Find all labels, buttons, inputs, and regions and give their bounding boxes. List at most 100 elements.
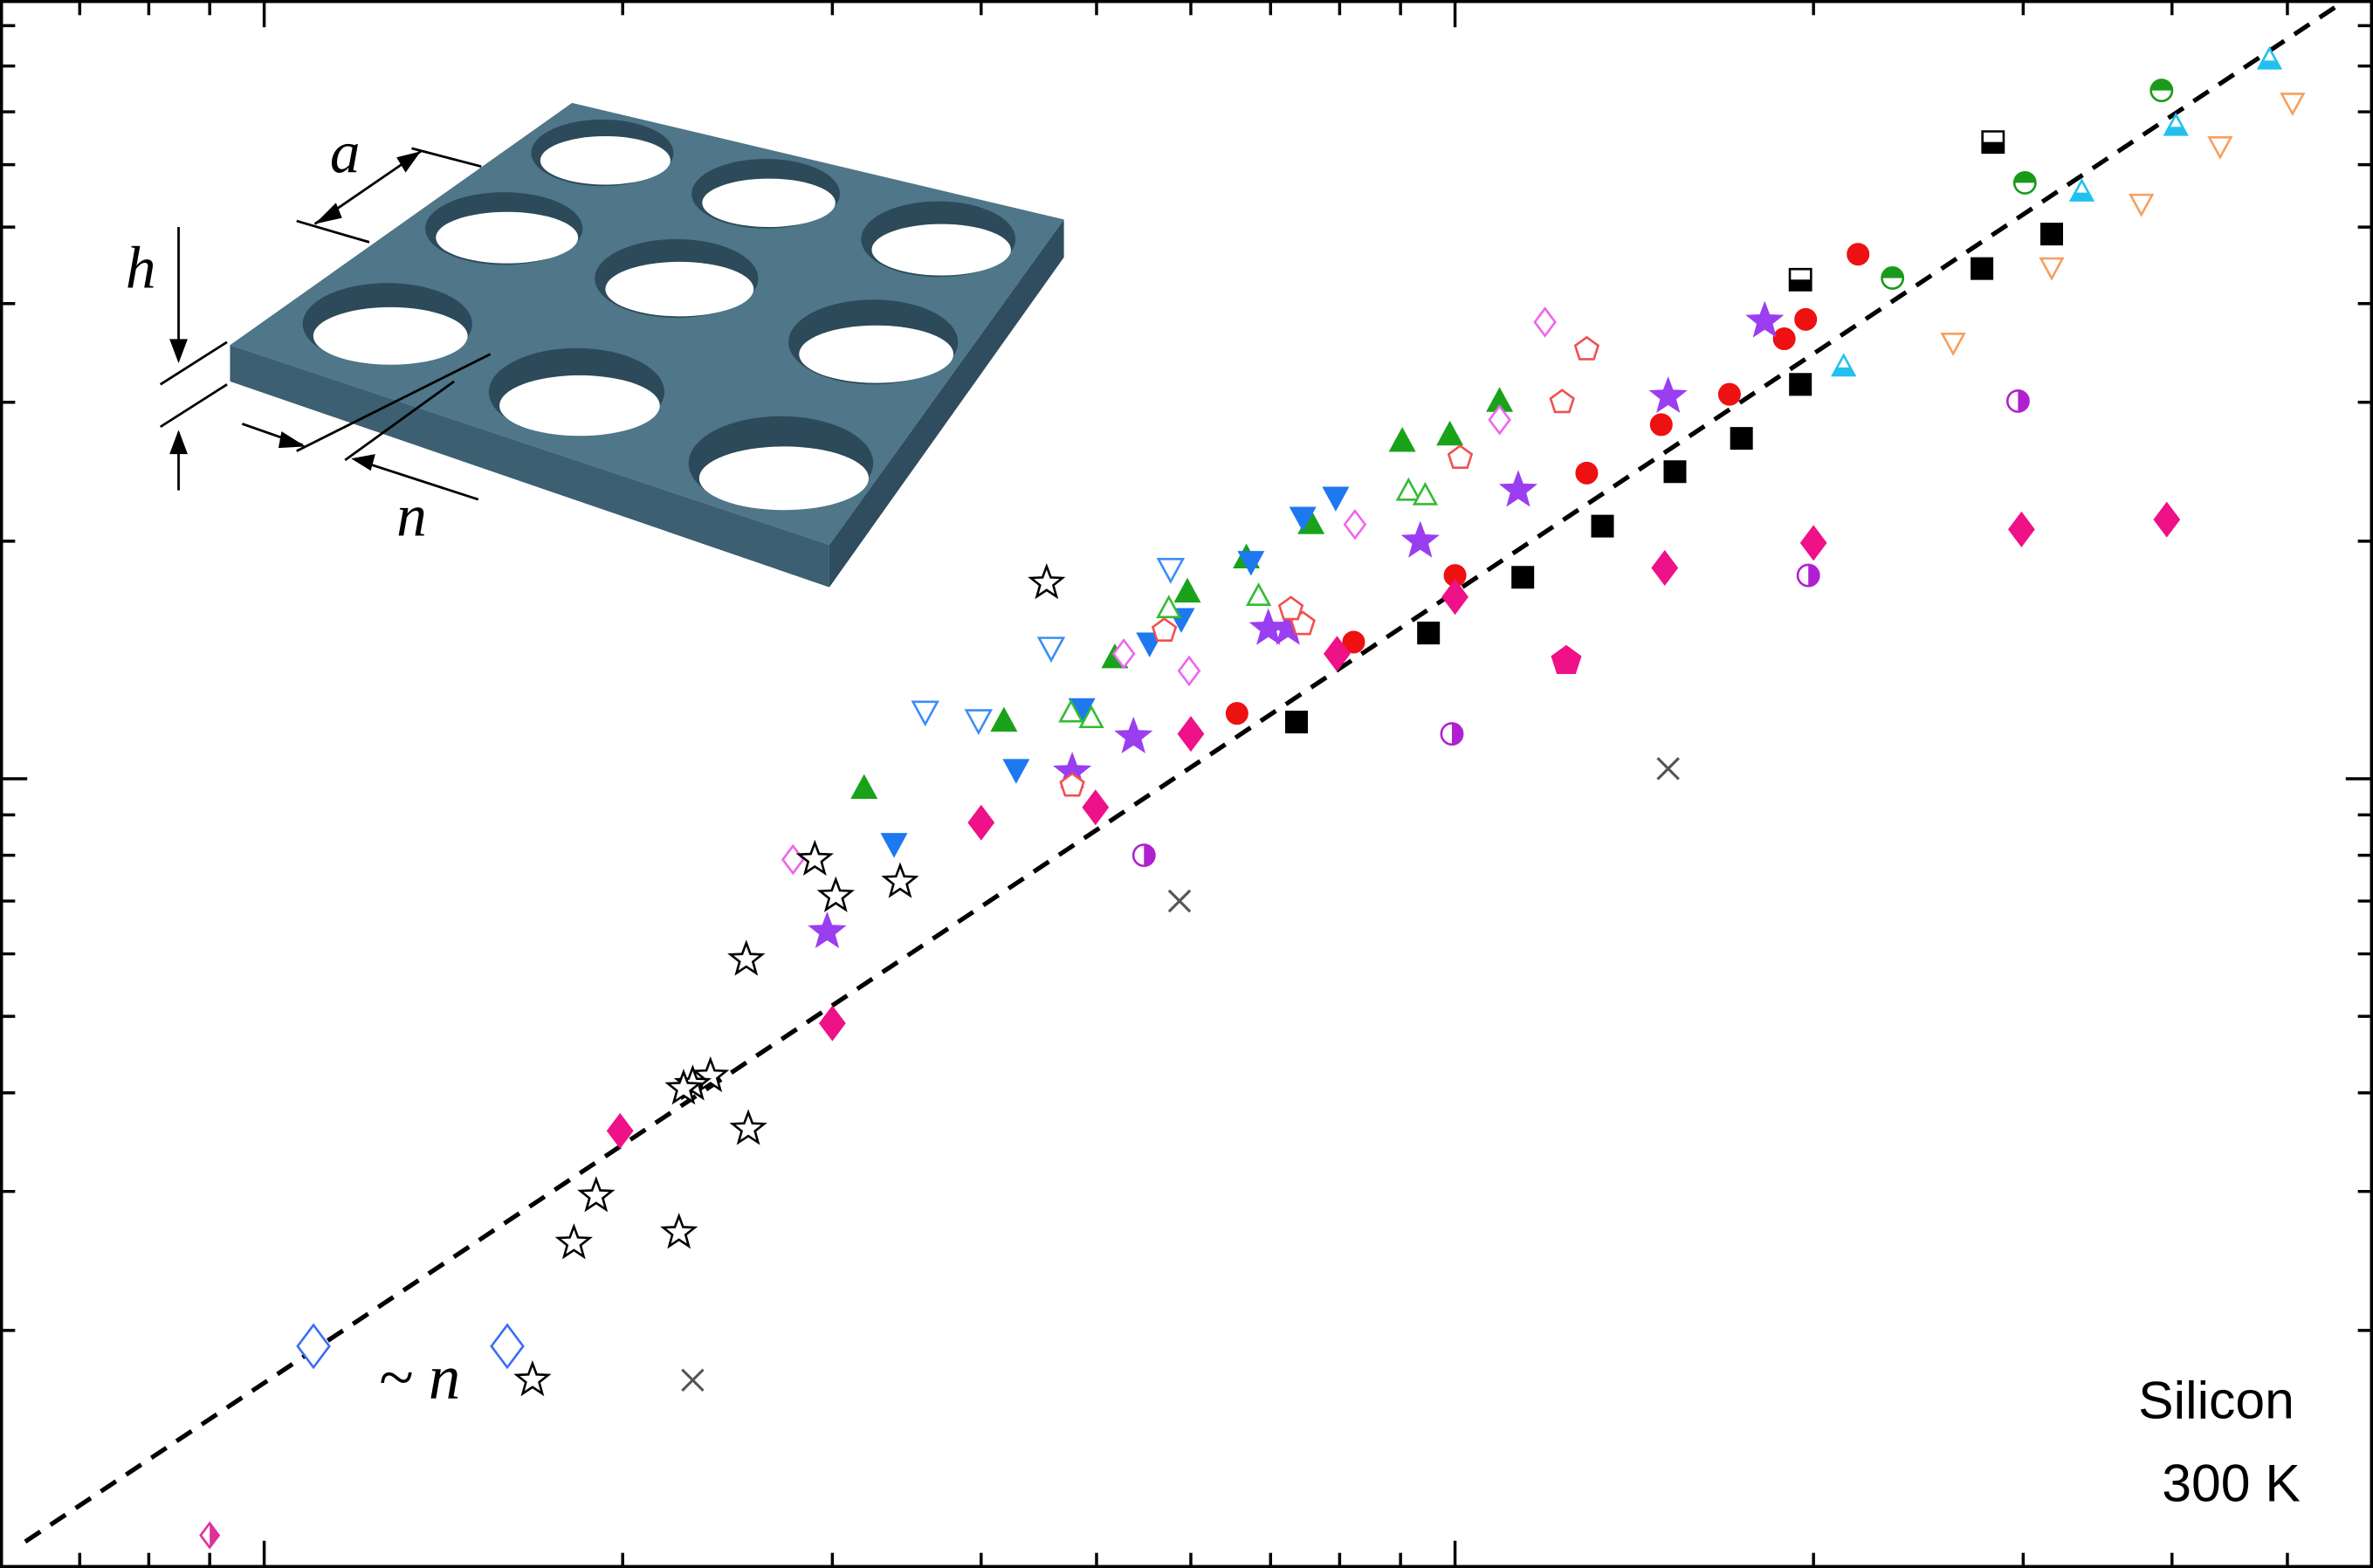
marker-outline <box>1036 636 1066 664</box>
marker <box>1730 427 1753 450</box>
data-point <box>1573 335 1600 361</box>
marker <box>1745 300 1785 338</box>
data-point <box>1971 257 1994 280</box>
inset-label: a <box>330 119 361 186</box>
data-point <box>2040 223 2064 246</box>
data-point <box>2163 112 2189 136</box>
data-point <box>1440 722 1464 746</box>
data-point <box>1277 595 1304 621</box>
data-point <box>1789 373 1812 396</box>
data-point <box>1881 266 1905 290</box>
data-point <box>727 939 766 976</box>
marker-outline <box>881 862 919 898</box>
marker <box>1177 716 1205 753</box>
dim-line <box>411 147 482 168</box>
marker-outline <box>1151 617 1178 643</box>
marker <box>1082 789 1110 826</box>
marker-outline <box>1028 563 1066 600</box>
marker <box>818 1005 846 1042</box>
marker-outline <box>660 1213 698 1249</box>
data-point <box>1248 608 1288 645</box>
data-point <box>2005 389 2030 413</box>
data-point <box>1324 636 1351 672</box>
data-point <box>1443 564 1467 588</box>
data-point <box>664 1069 703 1105</box>
plot-area <box>24 0 2348 1550</box>
marker-outline <box>1395 477 1421 501</box>
data-point <box>990 706 1018 732</box>
marker <box>1794 307 1818 331</box>
inset-label: h <box>126 233 156 300</box>
data-point <box>729 1109 767 1145</box>
marker-half <box>2258 60 2280 69</box>
marker <box>1173 577 1201 603</box>
arrowhead <box>169 339 188 364</box>
marker-outline <box>1488 404 1511 436</box>
data-point <box>1058 698 1084 723</box>
marker-outline <box>490 1323 525 1370</box>
data-point <box>1225 702 1248 726</box>
marker <box>1114 716 1153 753</box>
data-point <box>1156 595 1182 619</box>
data-point <box>2068 178 2095 202</box>
data-point <box>1717 382 1741 406</box>
data-point <box>818 1005 846 1042</box>
marker <box>990 706 1018 732</box>
marker <box>1551 644 1582 675</box>
data-point <box>1656 757 1680 781</box>
data-point <box>1533 306 1557 338</box>
data-point <box>911 700 939 727</box>
data-point <box>2007 511 2035 547</box>
marker-cross <box>1656 757 1680 781</box>
marker <box>1651 549 1679 587</box>
data-point <box>1551 644 1582 675</box>
marker-outline <box>1156 595 1182 619</box>
marker-half <box>2018 390 2029 412</box>
marker <box>850 774 878 799</box>
marker <box>2040 223 2064 246</box>
hole <box>605 261 754 317</box>
data-point <box>2207 136 2233 160</box>
dim-line <box>159 383 228 429</box>
hole <box>871 224 1011 276</box>
data-point <box>1177 716 1205 753</box>
marker <box>1649 413 1673 437</box>
marker-outline <box>577 1176 616 1213</box>
data-point <box>577 1176 616 1213</box>
marker-outline <box>729 1109 767 1145</box>
data-point <box>2153 501 2181 538</box>
data-point <box>2039 257 2065 281</box>
marker-half <box>1144 844 1155 866</box>
data-point <box>2280 93 2306 117</box>
data-point <box>1395 477 1421 501</box>
arrowheads <box>169 151 421 471</box>
data-point <box>1730 427 1753 450</box>
hole <box>436 211 579 264</box>
data-point <box>1237 551 1265 576</box>
data-point <box>1036 636 1066 664</box>
marker <box>1388 427 1416 452</box>
holes <box>302 119 1016 511</box>
marker-half <box>1881 267 1903 279</box>
annotation: ~ n <box>378 1342 460 1413</box>
marker-outline <box>1940 333 1966 356</box>
data-point <box>1651 549 1679 587</box>
data-point <box>2149 79 2174 103</box>
marker-outline <box>1447 444 1474 470</box>
data-point <box>1167 889 1192 913</box>
marker <box>880 833 908 858</box>
marker-outline <box>816 876 855 912</box>
marker-half <box>2071 192 2093 201</box>
marker-outline <box>1533 306 1557 338</box>
data-point <box>554 1223 593 1260</box>
marker <box>1663 460 1687 484</box>
marker <box>808 911 847 949</box>
marker-outline <box>795 839 834 876</box>
slab-front-left <box>230 345 829 588</box>
marker <box>606 1112 634 1149</box>
marker <box>1322 486 1350 512</box>
marker-outline <box>1059 772 1085 797</box>
